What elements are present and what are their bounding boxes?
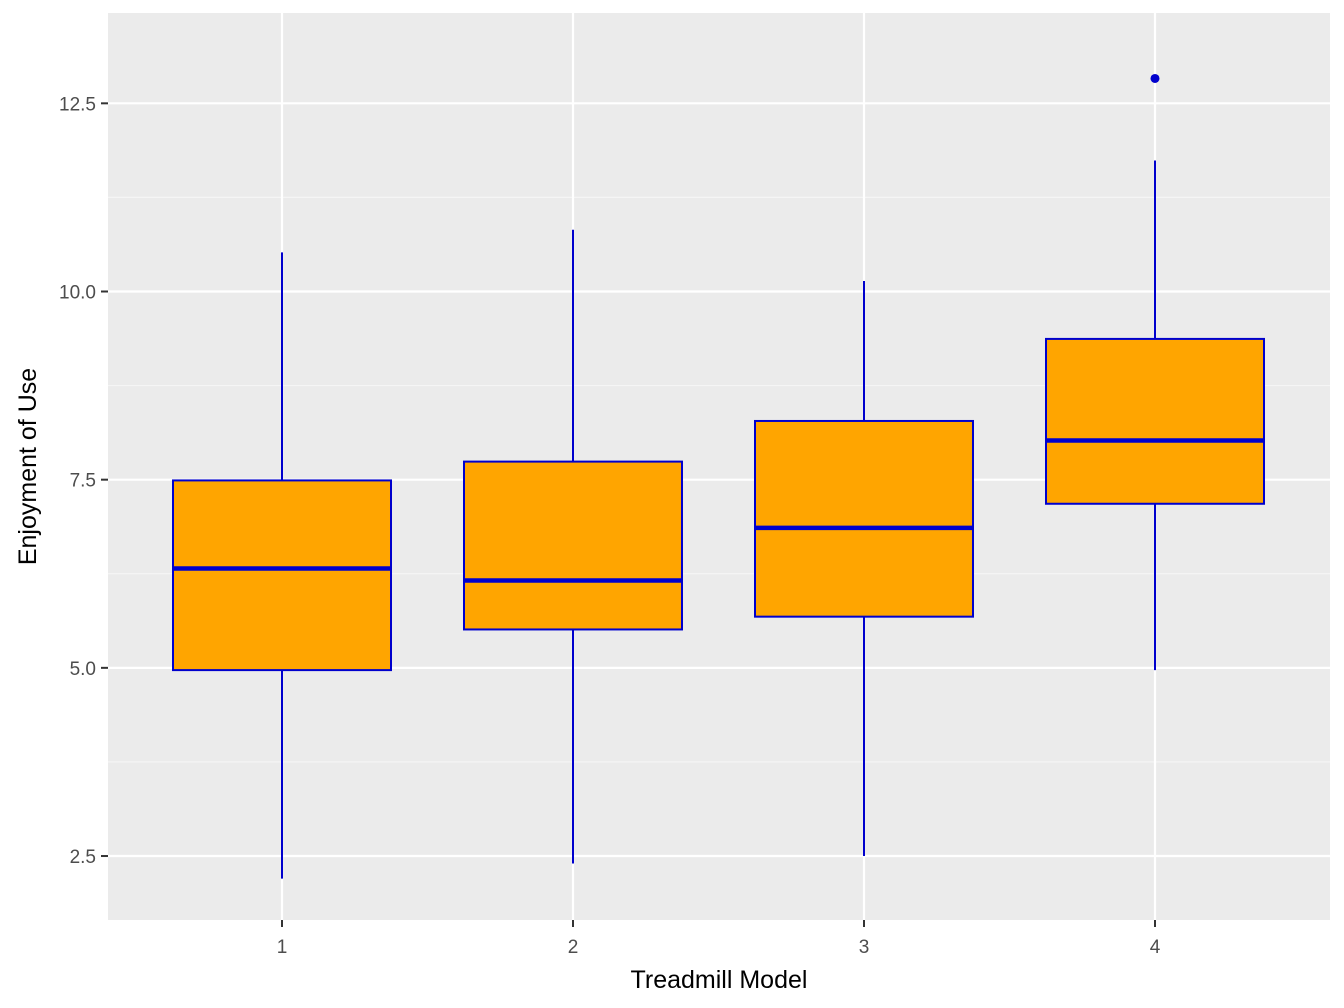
y-tick-label: 12.5: [59, 94, 96, 115]
x-tick-label: 4: [1150, 937, 1161, 958]
y-tick-label: 2.5: [70, 847, 96, 868]
box-iqr: [754, 419, 974, 618]
box-iqr: [172, 479, 392, 672]
box-category-1: [172, 252, 392, 879]
box-category-3: [754, 280, 974, 857]
x-tick-label: 1: [277, 937, 288, 958]
y-tick-label: 10.0: [59, 282, 96, 303]
axis-ticks: [101, 102, 1156, 927]
box-category-4: [1045, 73, 1265, 671]
x-axis-tick-labels: 1 2 3 4: [277, 937, 1161, 958]
y-axis-title: Enjoyment of Use: [14, 368, 42, 565]
box-iqr: [1045, 337, 1265, 505]
y-axis-tick-labels: 2.5 5.0 7.5 10.0 12.5: [59, 94, 96, 868]
box-series: [172, 73, 1265, 879]
x-axis-title: Treadmill Model: [631, 966, 808, 994]
y-tick-label: 5.0: [70, 659, 96, 680]
outlier-point: [1150, 73, 1160, 83]
x-tick-label: 3: [859, 937, 870, 958]
box-iqr: [463, 460, 683, 631]
y-tick-label: 7.5: [70, 471, 96, 492]
x-tick-label: 2: [568, 937, 579, 958]
box-category-2: [463, 229, 683, 864]
